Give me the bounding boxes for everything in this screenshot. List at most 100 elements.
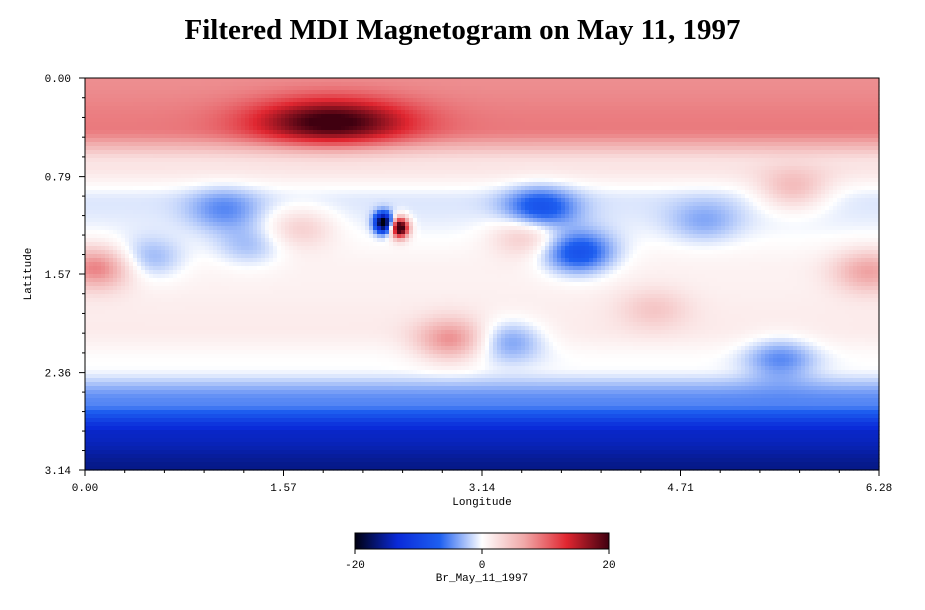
heatmap-cell (685, 114, 690, 119)
heatmap-cell (333, 130, 338, 135)
heatmap-cell (257, 90, 262, 95)
heatmap-cell (485, 114, 490, 119)
heatmap-cell (577, 126, 582, 131)
heatmap-cell (589, 90, 594, 95)
heatmap-cell (865, 118, 870, 123)
heatmap-cell (169, 118, 174, 123)
heatmap-cell (569, 106, 574, 111)
heatmap-cell (457, 98, 462, 103)
heatmap-cell (605, 122, 610, 127)
heatmap-cell (645, 162, 650, 167)
heatmap-cell (253, 150, 258, 155)
heatmap-cell (557, 98, 562, 103)
heatmap-cell (309, 146, 314, 151)
heatmap-cell (541, 90, 546, 95)
heatmap-cell (677, 158, 682, 163)
heatmap-cell (393, 122, 398, 127)
heatmap-cell (701, 174, 706, 179)
heatmap-cell (209, 110, 214, 115)
heatmap-cell (405, 158, 410, 163)
heatmap-cell (793, 130, 798, 135)
heatmap-cell (741, 94, 746, 99)
heatmap-cell (213, 138, 218, 143)
heatmap-cell (369, 174, 374, 179)
heatmap-cell (201, 158, 206, 163)
heatmap-cell (373, 166, 378, 171)
heatmap-cell (245, 110, 250, 115)
heatmap-cell (657, 82, 662, 87)
heatmap-cell (729, 170, 734, 175)
heatmap-cell (669, 158, 674, 163)
heatmap-cell (873, 118, 878, 123)
heatmap-cell (233, 106, 238, 111)
heatmap-cell (117, 130, 122, 135)
heatmap-cell (865, 82, 870, 87)
heatmap-cell (765, 170, 770, 175)
heatmap-cell (757, 126, 762, 131)
heatmap-cell (841, 102, 846, 107)
heatmap-cell (273, 78, 278, 83)
heatmap-cell (197, 150, 202, 155)
heatmap-cell (613, 134, 618, 139)
heatmap-cell (481, 122, 486, 127)
heatmap-cell (229, 170, 234, 175)
heatmap-cell (201, 122, 206, 127)
heatmap-cell (605, 150, 610, 155)
heatmap-cell (805, 90, 810, 95)
heatmap-cell (641, 154, 646, 159)
heatmap-cell (877, 90, 880, 95)
heatmap-cell (509, 162, 514, 167)
heatmap-cell (681, 122, 686, 127)
heatmap-cell (801, 134, 806, 139)
heatmap-cell (793, 78, 798, 83)
heatmap-cell (837, 170, 842, 175)
heatmap-cell (493, 162, 498, 167)
heatmap-cell (369, 110, 374, 115)
heatmap-cell (697, 158, 702, 163)
heatmap-cell (853, 90, 858, 95)
heatmap-cell (809, 142, 814, 147)
heatmap-cell (673, 142, 678, 147)
heatmap-cell (509, 134, 514, 139)
heatmap-cell (529, 90, 534, 95)
heatmap-cell (873, 82, 878, 87)
heatmap-cell (725, 82, 730, 87)
heatmap-cell (241, 98, 246, 103)
heatmap-cell (653, 122, 658, 127)
heatmap-cell (473, 174, 478, 179)
heatmap-cell (185, 118, 190, 123)
heatmap-cell (397, 154, 402, 159)
heatmap-cell (589, 134, 594, 139)
heatmap-cell (809, 166, 814, 171)
heatmap-cell (533, 150, 538, 155)
heatmap-cell (133, 98, 138, 103)
heatmap-cell (517, 174, 522, 179)
heatmap-cell (177, 158, 182, 163)
heatmap-cell (849, 146, 854, 151)
heatmap-cell (145, 90, 150, 95)
heatmap-cell (369, 102, 374, 107)
heatmap-cell (737, 154, 742, 159)
heatmap-cell (165, 118, 170, 123)
heatmap-cell (337, 122, 342, 127)
heatmap-cell (857, 98, 862, 103)
heatmap-cell (461, 110, 466, 115)
heatmap-cell (469, 82, 474, 87)
heatmap-cell (149, 82, 154, 87)
heatmap-cell (749, 82, 754, 87)
heatmap-cell (357, 82, 362, 87)
heatmap-cell (781, 138, 786, 143)
heatmap-cell (665, 150, 670, 155)
heatmap-cell (649, 166, 654, 171)
heatmap-cell (673, 154, 678, 159)
heatmap-cell (113, 78, 118, 83)
heatmap-cell (681, 118, 686, 123)
heatmap-cell (761, 118, 766, 123)
heatmap-cell (189, 118, 194, 123)
heatmap-cell (569, 78, 574, 83)
heatmap-cell (581, 130, 586, 135)
heatmap-cell (589, 118, 594, 123)
heatmap-cell (97, 170, 102, 175)
heatmap-cell (857, 114, 862, 119)
heatmap-cell (497, 114, 502, 119)
